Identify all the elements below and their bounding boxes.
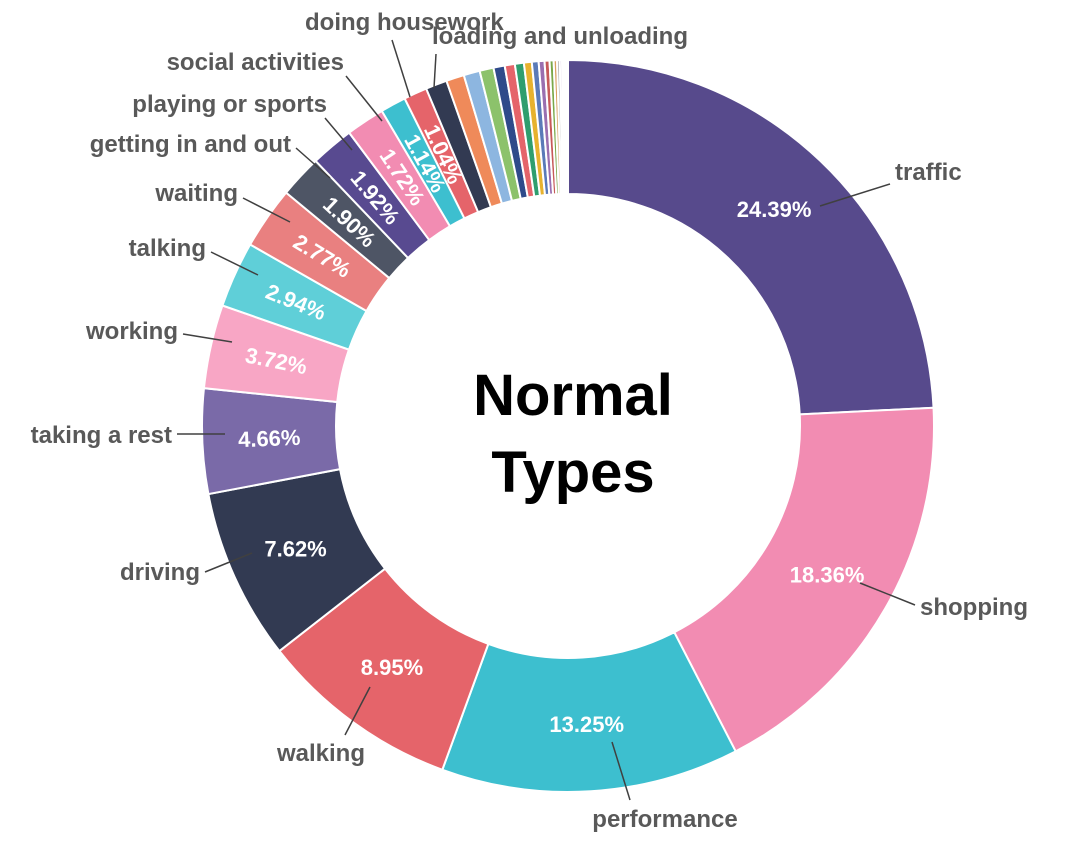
category-label-shopping: shopping xyxy=(920,594,1028,621)
slices-layer xyxy=(201,58,935,793)
category-label-working: working xyxy=(85,318,178,345)
category-label-doing-housework: doing housework xyxy=(305,9,504,36)
pct-label-driving: 7.62% xyxy=(264,537,326,562)
leader-lines-layer xyxy=(177,39,916,801)
pct-label-traffic: 24.39% xyxy=(737,197,812,222)
center-title-line-2: Types xyxy=(491,440,654,505)
category-label-performance: performance xyxy=(592,806,737,833)
leader-line-social-activities xyxy=(345,75,383,122)
slice-traffic xyxy=(567,58,935,416)
leader-line-traffic xyxy=(819,183,891,207)
category-labels-layer: traffic shopping performance walking driving… xyxy=(31,9,1028,833)
pct-label-shopping: 18.36% xyxy=(790,563,865,588)
category-label-waiting: waiting xyxy=(154,180,238,207)
pct-label-walking: 8.95% xyxy=(361,655,423,680)
category-label-getting-in-and-out: getting in and out xyxy=(90,131,291,158)
leader-line-driving xyxy=(204,552,253,573)
category-label-talking: talking xyxy=(129,235,206,262)
leader-line-talking xyxy=(210,251,259,276)
category-label-loading-and-unloading: loading and unloading xyxy=(432,23,688,50)
leader-line-performance xyxy=(611,741,631,801)
leader-line-playing-or-sports xyxy=(324,117,353,151)
center-title-line-1: Normal xyxy=(473,363,673,428)
category-label-traffic: traffic xyxy=(895,159,962,186)
leader-line-waiting xyxy=(242,197,291,223)
category-label-walking: walking xyxy=(276,740,365,767)
category-label-social-activities: social activities xyxy=(167,49,344,76)
leader-line-loading-and-unloading xyxy=(433,53,437,89)
leader-line-working xyxy=(182,333,233,343)
pct-label-taking-a-rest: 4.66% xyxy=(238,425,301,452)
category-label-playing-or-sports: playing or sports xyxy=(132,91,327,118)
category-label-driving: driving xyxy=(120,559,200,586)
leader-line-doing-housework xyxy=(391,39,411,98)
pct-label-performance: 13.25% xyxy=(549,712,624,737)
leader-line-walking xyxy=(344,686,371,736)
slice-minor-32 xyxy=(565,58,569,196)
leader-line-getting-in-and-out xyxy=(295,147,331,179)
category-label-taking-a-rest: taking a rest xyxy=(31,422,172,449)
leader-line-shopping xyxy=(859,582,916,606)
slice-shopping xyxy=(672,406,935,753)
center-title: Normal Types xyxy=(473,363,673,505)
